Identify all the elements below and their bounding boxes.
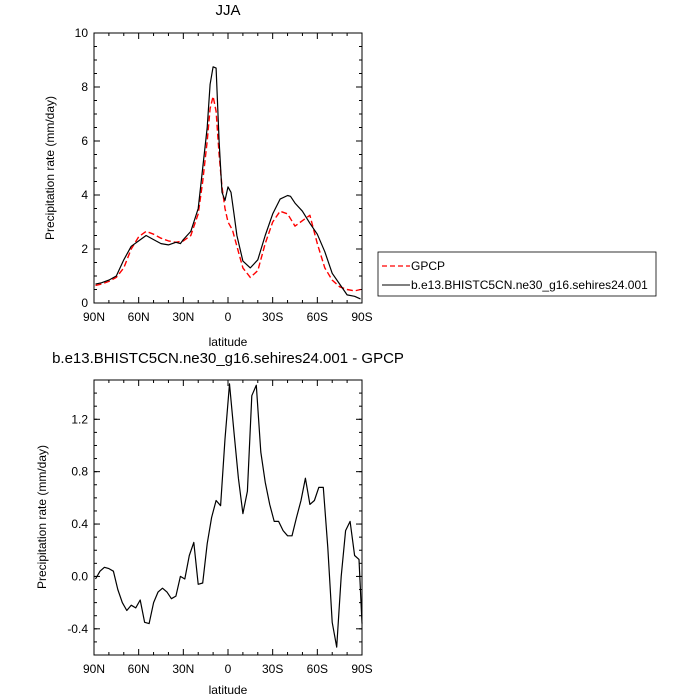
series-line-gpcp — [95, 95, 361, 292]
series-line-difference — [94, 383, 363, 648]
y-tick-label: 0.8 — [71, 465, 88, 479]
y-tick-label: 2 — [81, 242, 88, 256]
y-tick-label: 0 — [81, 296, 88, 310]
x-tick-label: 30S — [262, 310, 283, 324]
y-tick-label: 0.0 — [71, 569, 88, 583]
legend: GPCP b.e13.BHISTC5CN.ne30_g16.sehires24.… — [377, 251, 657, 297]
x-tick-label: 90S — [351, 310, 372, 324]
x-tick-label: 60S — [307, 662, 328, 676]
bottom-chart-xlabel: latitude — [209, 683, 248, 697]
y-tick-label: 6 — [81, 134, 88, 148]
x-tick-label: 60S — [307, 310, 328, 324]
top-chart-xlabel: latitude — [209, 335, 248, 349]
plot-frame — [93, 379, 363, 656]
top-plot-area: 90N 60N 30N 0 30S 60S 90S 0 2 4 6 8 10 — [75, 26, 373, 324]
x-tick-label: 60N — [128, 310, 150, 324]
series-line-b-e13-bhistc5cn-ne30-g16-sehir — [95, 66, 361, 300]
bottom-chart-ylabel: Precipitation rate (mm/day) — [35, 445, 49, 589]
x-tick-label: 0 — [225, 662, 232, 676]
y-tick-label: 1.2 — [71, 412, 88, 426]
y-tick-label: 10 — [75, 26, 89, 40]
x-tick-label: 30N — [172, 310, 194, 324]
y-tick-label: 4 — [81, 188, 88, 202]
y-tick-label: -0.4 — [67, 622, 88, 636]
x-tick-label: 30N — [172, 662, 194, 676]
top-chart-title: JJA — [215, 2, 240, 19]
top-chart-ylabel: Precipitation rate (mm/day) — [43, 96, 57, 240]
plot-frame — [93, 32, 363, 304]
bottom-plot-area: 90N 60N 30N 0 30S 60S 90S -0.4 0.0 0.4 0.8 1.2 — [67, 379, 373, 676]
x-tick-label: 60N — [128, 662, 150, 676]
x-tick-label: 30S — [262, 662, 283, 676]
legend-box — [377, 251, 657, 297]
legend-model-label: b.e13.BHISTC5CN.ne30_g16.sehires24.001 — [411, 278, 648, 292]
x-tick-label: 90N — [83, 662, 105, 676]
bottom-chart: b.e13.BHISTC5CN.ne30_g16.sehires24.001 -… — [35, 350, 404, 697]
x-tick-label: 90N — [83, 310, 105, 324]
x-tick-label: 0 — [225, 310, 232, 324]
y-tick-label: 0.4 — [71, 517, 88, 531]
y-tick-label: 8 — [81, 80, 88, 94]
x-tick-label: 90S — [351, 662, 372, 676]
legend-gpcp-label: GPCP — [411, 259, 445, 273]
bottom-chart-title: b.e13.BHISTC5CN.ne30_g16.sehires24.001 -… — [52, 350, 404, 367]
